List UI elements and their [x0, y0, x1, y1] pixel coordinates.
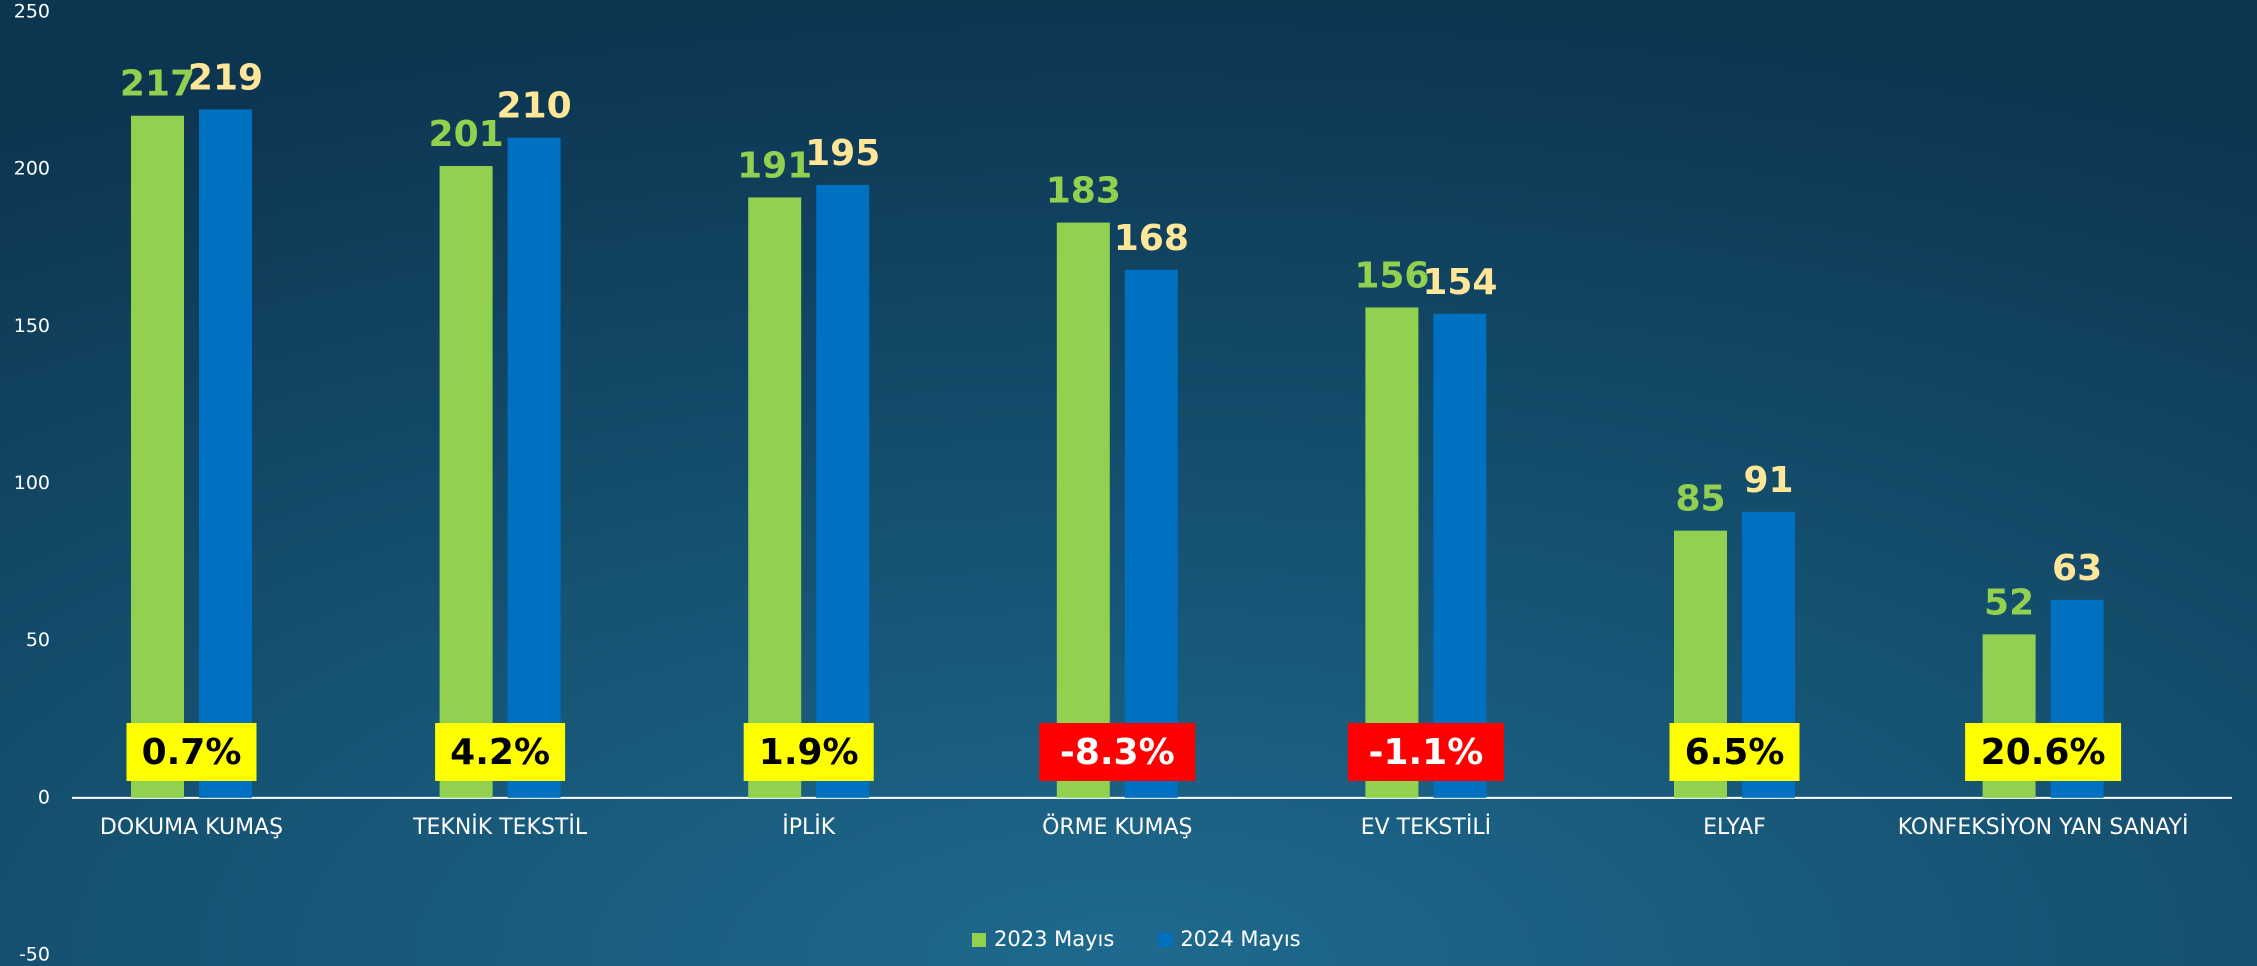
value-label: 63	[2052, 548, 2102, 589]
value-label: 154	[1422, 262, 1497, 303]
bar	[199, 109, 252, 798]
change-box	[1347, 723, 1504, 781]
change-label: -1.1%	[1369, 732, 1484, 773]
value-label: 217	[120, 64, 195, 105]
x-tick-label: ÖRME KUMAŞ	[1042, 814, 1192, 840]
value-label: 183	[1046, 171, 1121, 212]
x-tick-label: EV TEKSTİLİ	[1361, 814, 1491, 840]
value-label: 91	[1743, 460, 1793, 501]
value-label: 168	[1114, 218, 1189, 259]
bar	[816, 184, 870, 798]
change-box	[126, 723, 257, 781]
change-box	[1039, 723, 1196, 781]
y-tick-label: 100	[14, 472, 50, 494]
change-box	[743, 723, 874, 781]
bar	[131, 115, 184, 798]
x-tick-label: TEKNİK TEKSTİL	[412, 814, 588, 840]
value-label: 156	[1354, 255, 1429, 296]
value-label: 52	[1984, 582, 2034, 623]
x-tick-label: DOKUMA KUMAŞ	[100, 815, 283, 840]
change-label: 6.5%	[1685, 732, 1785, 773]
change-label: 1.9%	[759, 732, 859, 773]
legend-label: 2023 Mayıs	[994, 927, 1114, 951]
x-tick-label: İPLİK	[782, 814, 836, 840]
bar	[507, 137, 561, 798]
value-label: 85	[1675, 479, 1725, 520]
change-box	[435, 723, 566, 781]
bar	[1056, 222, 1110, 798]
value-label: 191	[737, 145, 812, 186]
y-tick-label: 150	[14, 315, 50, 337]
bar	[748, 197, 802, 798]
value-label: 201	[429, 114, 504, 155]
legend-swatch	[1158, 933, 1173, 947]
x-tick-label: KONFEKSİYON YAN SANAYİ	[1898, 814, 2189, 840]
change-label: 4.2%	[450, 732, 550, 773]
legend-swatch	[972, 933, 986, 947]
y-tick-label: 200	[14, 158, 50, 180]
bar	[439, 166, 493, 798]
change-box	[1669, 723, 1800, 781]
y-tick-label: 250	[14, 1, 50, 23]
bar	[1365, 307, 1419, 798]
y-tick-label: -50	[19, 944, 50, 966]
value-label: 210	[497, 86, 572, 127]
bar	[1433, 313, 1487, 798]
value-label: 219	[188, 57, 263, 98]
y-tick-label: 50	[26, 629, 50, 651]
change-label: -8.3%	[1060, 732, 1175, 773]
value-label: 195	[805, 133, 880, 174]
bar	[1124, 269, 1178, 798]
change-box	[1965, 723, 2122, 781]
y-tick-label: 0	[38, 786, 50, 808]
change-label: 20.6%	[1981, 732, 2106, 773]
legend-label: 2024 Mayıs	[1180, 927, 1300, 951]
change-label: 0.7%	[142, 732, 242, 773]
x-tick-label: ELYAF	[1703, 815, 1766, 840]
